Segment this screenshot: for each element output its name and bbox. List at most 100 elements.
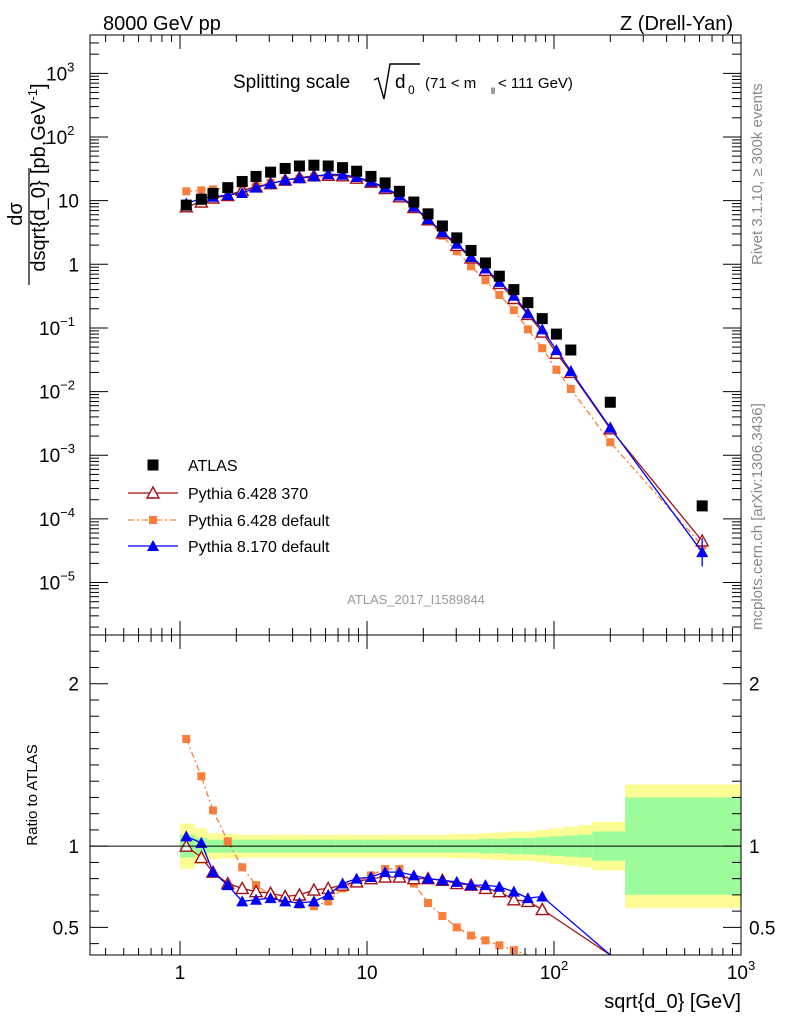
y-axis-label: dσ dsqrt{d_0} [pb,GeV-1]: [5, 83, 50, 285]
legend-item-pythia-8-170-default: Pythia 8.170 default: [128, 539, 330, 556]
legend-marker: [149, 516, 157, 524]
ratio-point: [235, 880, 250, 895]
x-tick-label: 103: [727, 958, 755, 984]
data-point: [436, 220, 448, 232]
ratio-point: [206, 866, 219, 878]
ratio-point: [180, 830, 193, 842]
data-point: [565, 344, 577, 356]
data-point: [250, 170, 262, 182]
data-point: [604, 421, 617, 433]
data-point: [308, 159, 320, 171]
data-point: [279, 162, 291, 174]
x-tick-label: 10: [356, 963, 377, 984]
ratio-point: [350, 872, 363, 884]
ratio-point: [250, 893, 263, 905]
ratio-point: [479, 879, 492, 891]
title-main: Splitting scale: [233, 72, 350, 93]
y-tick-label: 10−2: [39, 378, 75, 404]
ratio-point: [194, 850, 209, 864]
ratio-point: [238, 863, 247, 872]
ratio-point: [438, 912, 447, 921]
series-atlas: [180, 159, 708, 512]
data-point: [365, 170, 377, 182]
data-point: [479, 257, 491, 269]
data-point: [696, 500, 708, 512]
y-tick-label: 103: [46, 59, 74, 85]
side-label-rivet: Rivet 3.1.10, ≥ 300k events: [749, 83, 766, 265]
data-point: [436, 226, 449, 238]
ratio-point: [436, 874, 449, 886]
title-sqrt-var: d: [395, 72, 406, 93]
data-point: [322, 168, 335, 180]
data-point: [336, 168, 349, 180]
ratio-point: [324, 897, 333, 906]
legend: ATLAS Pythia 6.428 370 Pythia 6.428 defaul…: [128, 458, 330, 556]
ratio-y-tick-label-right: 1: [749, 837, 760, 858]
data-point: [221, 189, 234, 201]
ratio-frame: [89, 634, 742, 956]
ratio-ylabel: Ratio to ATLAS: [24, 744, 41, 845]
data-point: [351, 165, 363, 177]
data-point: [508, 284, 520, 296]
data-point: [337, 162, 349, 174]
data-point: [536, 313, 548, 325]
ratio-y-tick-label-left: 1: [68, 837, 79, 858]
ratio-point: [264, 892, 277, 904]
ratio-point: [236, 895, 249, 907]
x-axis-label: sqrt{d_0} [GeV]: [604, 991, 741, 1013]
ratio-y-tick-label-left: 2: [68, 675, 79, 696]
data-point: [182, 187, 191, 196]
chart-title: Splitting scale d 0 (71 < m ll < 111 GeV…: [233, 63, 573, 100]
ratio-point: [495, 941, 504, 950]
data-point: [550, 344, 563, 356]
ratio-point: [509, 946, 518, 955]
data-point: [465, 251, 478, 263]
title-range-end: < 111 GeV): [498, 75, 573, 92]
data-point: [604, 396, 616, 408]
data-point: [236, 175, 248, 187]
data-point: [250, 181, 263, 193]
data-point: [481, 276, 490, 285]
ratio-point: [182, 734, 191, 743]
ratio-y-tick-label-right: 2: [749, 675, 760, 696]
ratio-point: [322, 888, 335, 900]
ratio-point: [507, 885, 520, 897]
data-point: [180, 199, 192, 211]
ratio-point: [465, 879, 478, 891]
data-point: [222, 182, 234, 194]
sqrt-sign-icon: [373, 63, 420, 100]
ratio-series: [179, 734, 611, 955]
analysis-watermark: ATLAS_2017_I1589844: [347, 592, 485, 607]
ratio-point: [393, 866, 406, 878]
title-range-sub: ll: [491, 86, 495, 96]
data-point: [493, 270, 505, 282]
legend-marker: [147, 540, 159, 551]
ratio-point: [197, 772, 206, 781]
data-point: [322, 160, 334, 172]
ylabel-denominator: dsqrt{d_0}: [28, 180, 50, 272]
data-point: [552, 365, 561, 374]
data-point: [467, 262, 476, 271]
main-panel: 10−5 10−4 10−3 10−2 10−1 1 10 102 103 ATLAS_2017…: [5, 34, 742, 636]
ratio-point: [208, 806, 217, 815]
title-range: (71 < m: [425, 75, 476, 92]
ratio-point: [422, 872, 435, 884]
ratio-point: [481, 936, 490, 945]
data-point: [606, 438, 615, 447]
legend-label: ATLAS: [188, 458, 238, 475]
data-point: [393, 185, 405, 197]
legend-item-pythia-6-428-default: Pythia 6.428 default: [128, 513, 330, 530]
ratio-point: [379, 866, 392, 878]
y-tick-label: 102: [46, 123, 74, 149]
ratio-panel: 0.5 0.5 1 1 2 2 1 10 102 103 Ratio to ATLAS sqrt{…: [24, 634, 775, 1013]
data-point: [538, 344, 547, 353]
ratio-point: [306, 882, 322, 896]
main-axis-ticks: 10−5 10−4 10−3 10−2 10−1 1 10 102 103: [39, 34, 742, 635]
ratio-point: [221, 879, 234, 891]
ratio-point: [223, 837, 232, 846]
data-point: [422, 208, 434, 220]
data-point: [379, 177, 391, 189]
ratio-point: [293, 897, 306, 909]
ratio-axis-ticks: 0.5 0.5 1 1 2 2 1 10 102 103: [53, 635, 775, 984]
